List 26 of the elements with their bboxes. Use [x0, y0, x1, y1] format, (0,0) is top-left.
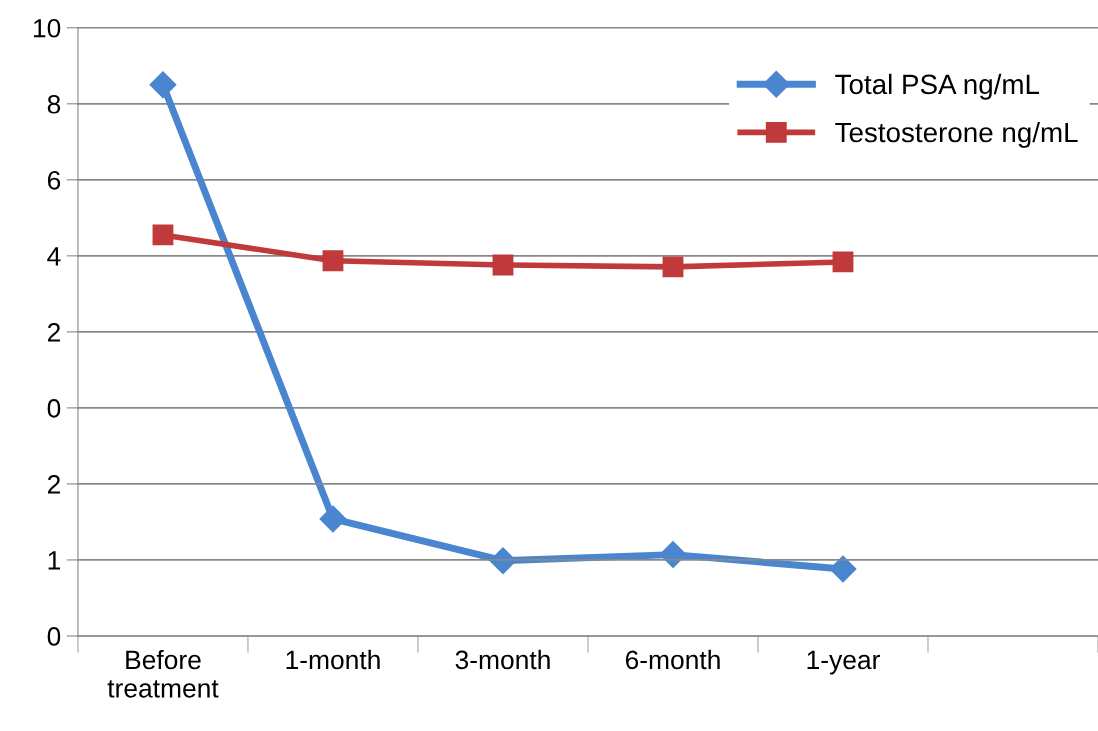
point: [322, 250, 344, 272]
y-tick-label: 6: [47, 170, 61, 190]
legend-label: Testosterone ng/mL: [835, 121, 1078, 148]
y-tick-label: 0: [47, 627, 61, 646]
point: [662, 256, 684, 278]
point: [829, 555, 857, 583]
x-tick-label: 3-month: [455, 649, 550, 670]
point: [492, 254, 514, 276]
point: [149, 71, 177, 99]
x-tick-label: Before treatment: [107, 649, 219, 698]
x-tick-label: 6-month: [625, 649, 720, 670]
point: [659, 541, 687, 569]
x-tick-label: 1-month: [286, 649, 380, 670]
legend-label: Total PSA ng/mL: [835, 73, 1040, 100]
point: [319, 505, 347, 533]
y-tick-label: 2: [47, 475, 60, 494]
y-tick-label: 2: [47, 323, 60, 342]
y-tick-label: 0: [47, 399, 61, 418]
x-tick-label: 1-year: [807, 650, 880, 675]
y-tick-label: 10: [33, 18, 61, 38]
point: [832, 251, 854, 273]
y-tick-label: 1: [48, 551, 60, 570]
y-tick-label: 4: [47, 247, 61, 266]
point: [489, 547, 517, 575]
y-tick-label: 8: [47, 94, 61, 114]
point: [152, 224, 174, 246]
